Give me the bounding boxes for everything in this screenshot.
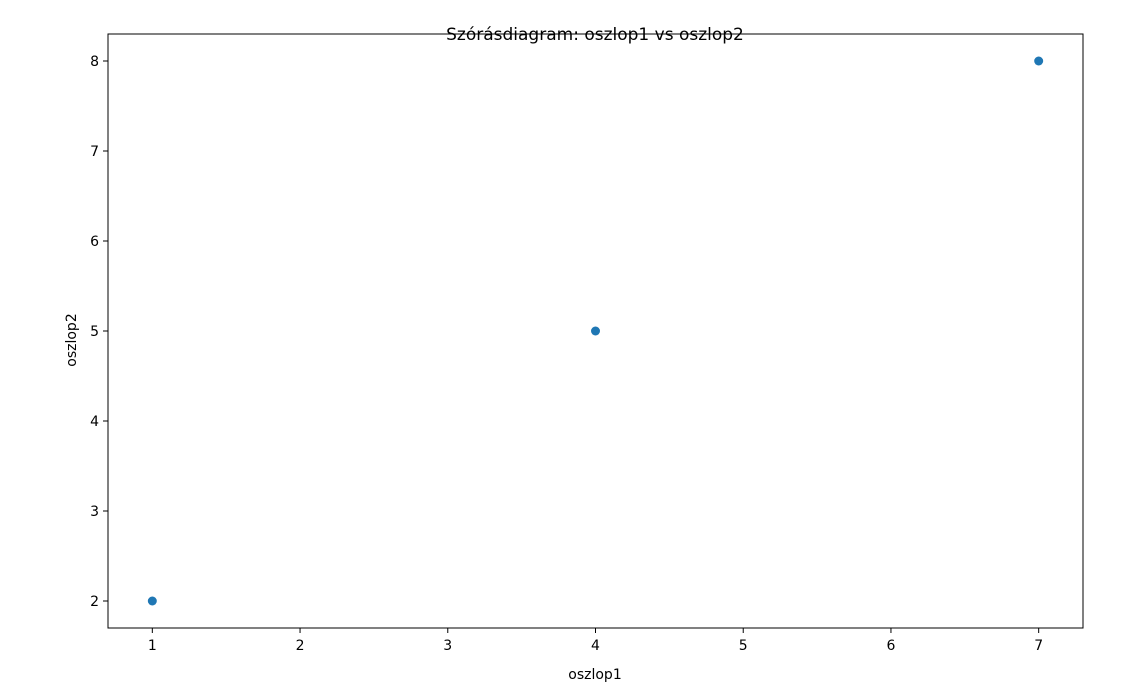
scatter-point <box>1034 56 1044 66</box>
scatter-point <box>147 596 157 606</box>
x-tick-label: 7 <box>1034 638 1043 654</box>
y-tick-label: 8 <box>90 54 99 70</box>
y-tick-label: 5 <box>90 324 99 340</box>
data-points <box>147 56 1044 606</box>
scatter-point <box>591 326 600 336</box>
x-tick-label: 4 <box>591 638 600 654</box>
y-tick-label: 3 <box>90 504 99 520</box>
chart-title: Szórásdiagram: oszlop1 vs oszlop2 <box>446 25 744 45</box>
y-tick-label: 6 <box>90 234 99 250</box>
plot-frame <box>107 33 1084 629</box>
y-tick-label: 2 <box>90 594 99 610</box>
x-tick-label: 1 <box>148 638 157 654</box>
x-tick-label: 5 <box>739 638 748 654</box>
y-tick-label: 7 <box>90 144 99 160</box>
y-tick-label: 4 <box>90 414 99 430</box>
y-axis-ticks: 2 3 4 5 6 7 8 <box>90 54 108 610</box>
x-axis-label: oszlop1 <box>568 667 621 683</box>
x-tick-label: 3 <box>443 638 452 654</box>
x-tick-label: 6 <box>886 638 895 654</box>
y-axis-label: oszlop2 <box>64 313 80 366</box>
x-tick-label: 2 <box>296 638 305 654</box>
x-axis-ticks: 1 2 3 4 5 6 7 <box>148 628 1043 654</box>
